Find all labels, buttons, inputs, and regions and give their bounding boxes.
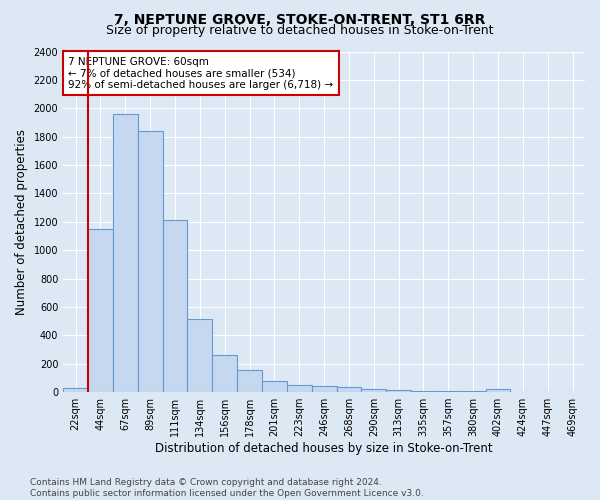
Bar — [63, 388, 88, 392]
Bar — [237, 370, 262, 392]
Text: 7, NEPTUNE GROVE, STOKE-ON-TRENT, ST1 6RR: 7, NEPTUNE GROVE, STOKE-ON-TRENT, ST1 6R… — [115, 12, 485, 26]
Bar — [138, 131, 163, 392]
Bar — [311, 386, 337, 392]
Text: 7 NEPTUNE GROVE: 60sqm
← 7% of detached houses are smaller (534)
92% of semi-det: 7 NEPTUNE GROVE: 60sqm ← 7% of detached … — [68, 56, 334, 90]
Bar — [361, 390, 386, 392]
Bar — [88, 229, 113, 392]
Text: Contains HM Land Registry data © Crown copyright and database right 2024.
Contai: Contains HM Land Registry data © Crown c… — [30, 478, 424, 498]
X-axis label: Distribution of detached houses by size in Stoke-on-Trent: Distribution of detached houses by size … — [155, 442, 493, 455]
Bar — [337, 386, 361, 392]
Bar — [287, 385, 311, 392]
Bar — [212, 354, 237, 392]
Y-axis label: Number of detached properties: Number of detached properties — [15, 129, 28, 315]
Bar — [411, 391, 436, 392]
Bar — [187, 319, 212, 392]
Bar — [386, 390, 411, 392]
Bar — [485, 390, 511, 392]
Bar — [113, 114, 138, 392]
Bar — [262, 381, 287, 392]
Bar — [163, 220, 187, 392]
Text: Size of property relative to detached houses in Stoke-on-Trent: Size of property relative to detached ho… — [106, 24, 494, 37]
